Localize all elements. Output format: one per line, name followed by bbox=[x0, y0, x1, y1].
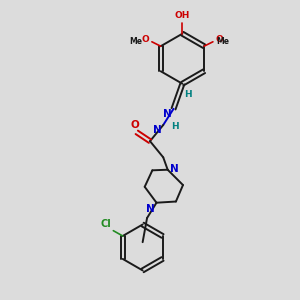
Text: Me: Me bbox=[216, 37, 230, 46]
Text: N: N bbox=[153, 125, 162, 135]
Text: N: N bbox=[163, 110, 172, 119]
Text: N: N bbox=[146, 204, 155, 214]
Text: O: O bbox=[142, 35, 149, 44]
Text: Cl: Cl bbox=[100, 219, 111, 229]
Text: OH: OH bbox=[175, 11, 190, 20]
Text: H: H bbox=[184, 90, 191, 99]
Text: Me: Me bbox=[130, 37, 142, 46]
Text: O: O bbox=[130, 120, 139, 130]
Text: N: N bbox=[170, 164, 179, 174]
Text: H: H bbox=[172, 122, 179, 131]
Text: O: O bbox=[215, 35, 223, 44]
